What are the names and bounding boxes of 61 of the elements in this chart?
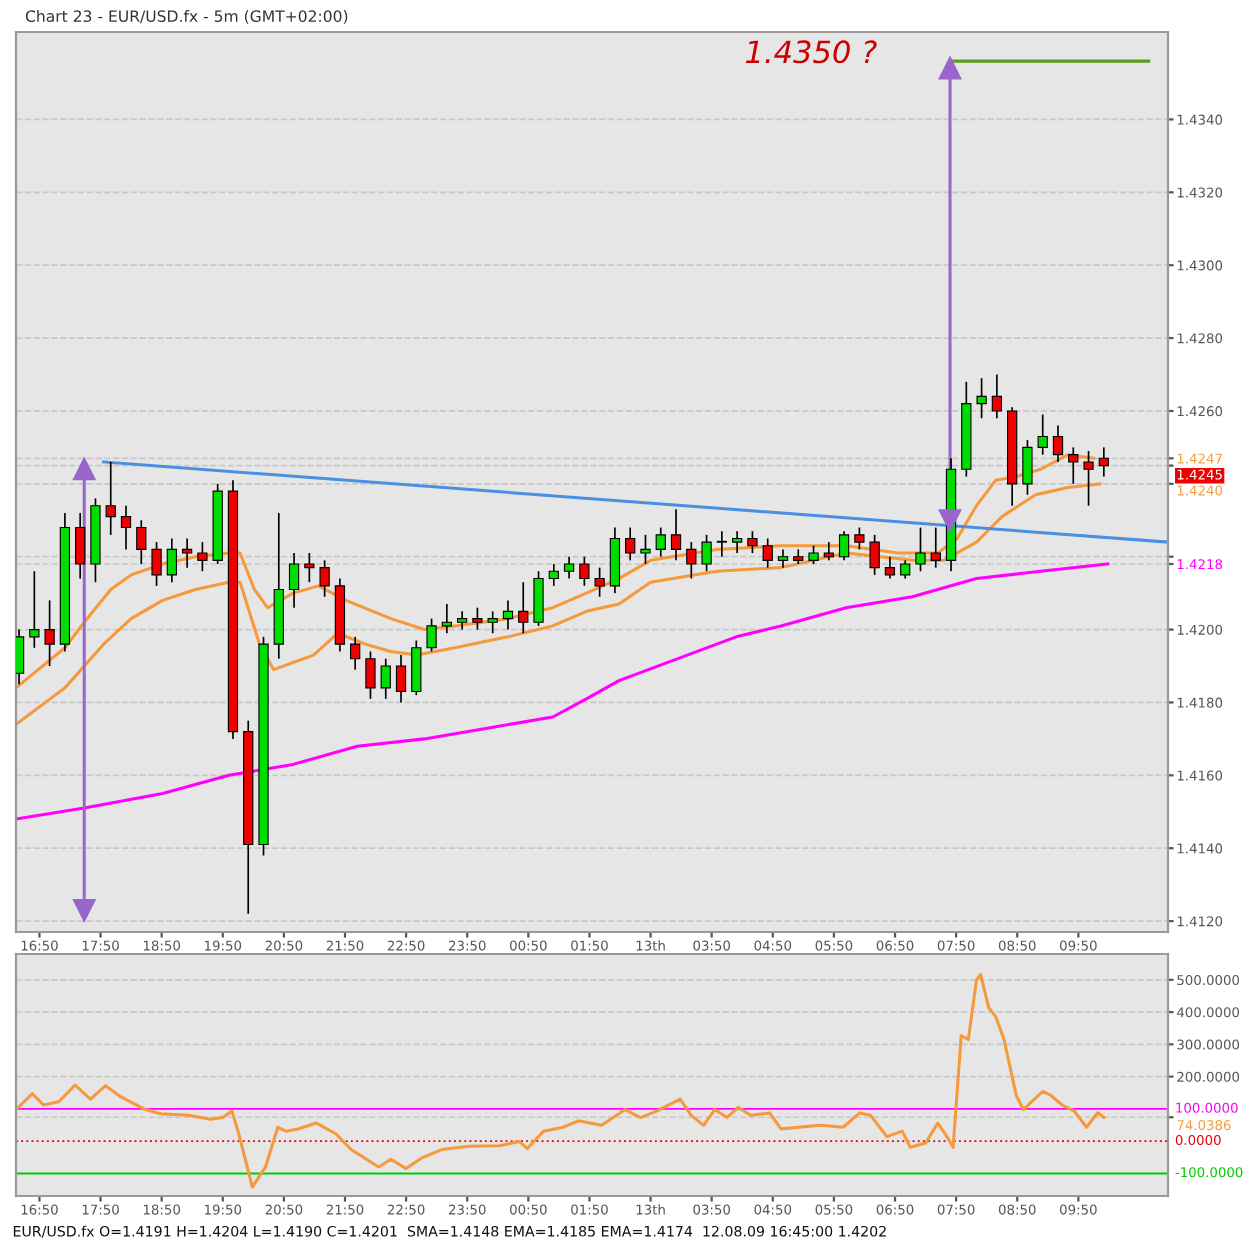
- candlestick: [655, 526, 666, 558]
- candlestick: [151, 541, 162, 587]
- annotation: 1.4350 ?: [745, 40, 877, 64]
- candlestick: [869, 533, 880, 576]
- candlestick: [854, 526, 865, 551]
- candlestick: [808, 544, 819, 565]
- candlestick: [518, 581, 529, 635]
- candlestick: [304, 552, 315, 584]
- candlestick: [701, 533, 712, 573]
- candlestick: [976, 377, 987, 420]
- candlestick: [640, 533, 651, 565]
- candlestick: [288, 552, 300, 609]
- candlestick: [426, 617, 437, 653]
- candlestick: [625, 526, 636, 562]
- candlestick: [747, 530, 758, 554]
- candlestick: [1037, 413, 1048, 456]
- candlestick: [166, 537, 177, 584]
- candlestick: [823, 541, 834, 562]
- candlestick: [487, 610, 498, 635]
- candlestick: [686, 541, 697, 580]
- candlestick: [75, 512, 86, 580]
- candlestick: [563, 555, 575, 580]
- candlestick: [1052, 424, 1064, 463]
- candlestick: [350, 636, 361, 671]
- candlestick: [930, 526, 941, 569]
- candlestick: [105, 461, 116, 536]
- candlestick: [991, 373, 1003, 420]
- candlestick: [900, 559, 911, 580]
- candlestick: [380, 657, 391, 700]
- candlestick: [44, 599, 55, 667]
- candlestick: [456, 610, 468, 631]
- candlestick: [762, 537, 773, 569]
- candlestick: [197, 541, 208, 573]
- candlestick: [1022, 439, 1033, 496]
- candlestick: [16, 628, 25, 686]
- candlestick: [579, 555, 590, 587]
- candlestick: [594, 566, 605, 598]
- candlestick: [120, 504, 132, 551]
- candlestick: [502, 599, 514, 631]
- candlestick: [670, 508, 682, 562]
- candlestick: [181, 537, 193, 569]
- candlestick: [411, 639, 422, 696]
- candlestick: [395, 654, 407, 704]
- candlestick: [441, 603, 452, 635]
- candlestick: [1083, 450, 1094, 507]
- candlestick: [533, 570, 544, 627]
- candlestick: [548, 563, 559, 587]
- candlestick: [732, 530, 743, 554]
- candlestick: [777, 548, 789, 569]
- candlestick: [365, 650, 376, 700]
- candlestick: [716, 530, 728, 558]
- candlestick: [319, 559, 330, 598]
- candlestick: [884, 555, 896, 580]
- candlestick: [915, 526, 926, 573]
- candlestick: [472, 606, 483, 631]
- candlestick: [29, 570, 40, 649]
- candlestick: [1098, 446, 1109, 478]
- candlestick: [609, 526, 621, 594]
- candlestick: [1068, 446, 1079, 485]
- candlestick: [136, 519, 147, 565]
- candlestick: [838, 530, 850, 562]
